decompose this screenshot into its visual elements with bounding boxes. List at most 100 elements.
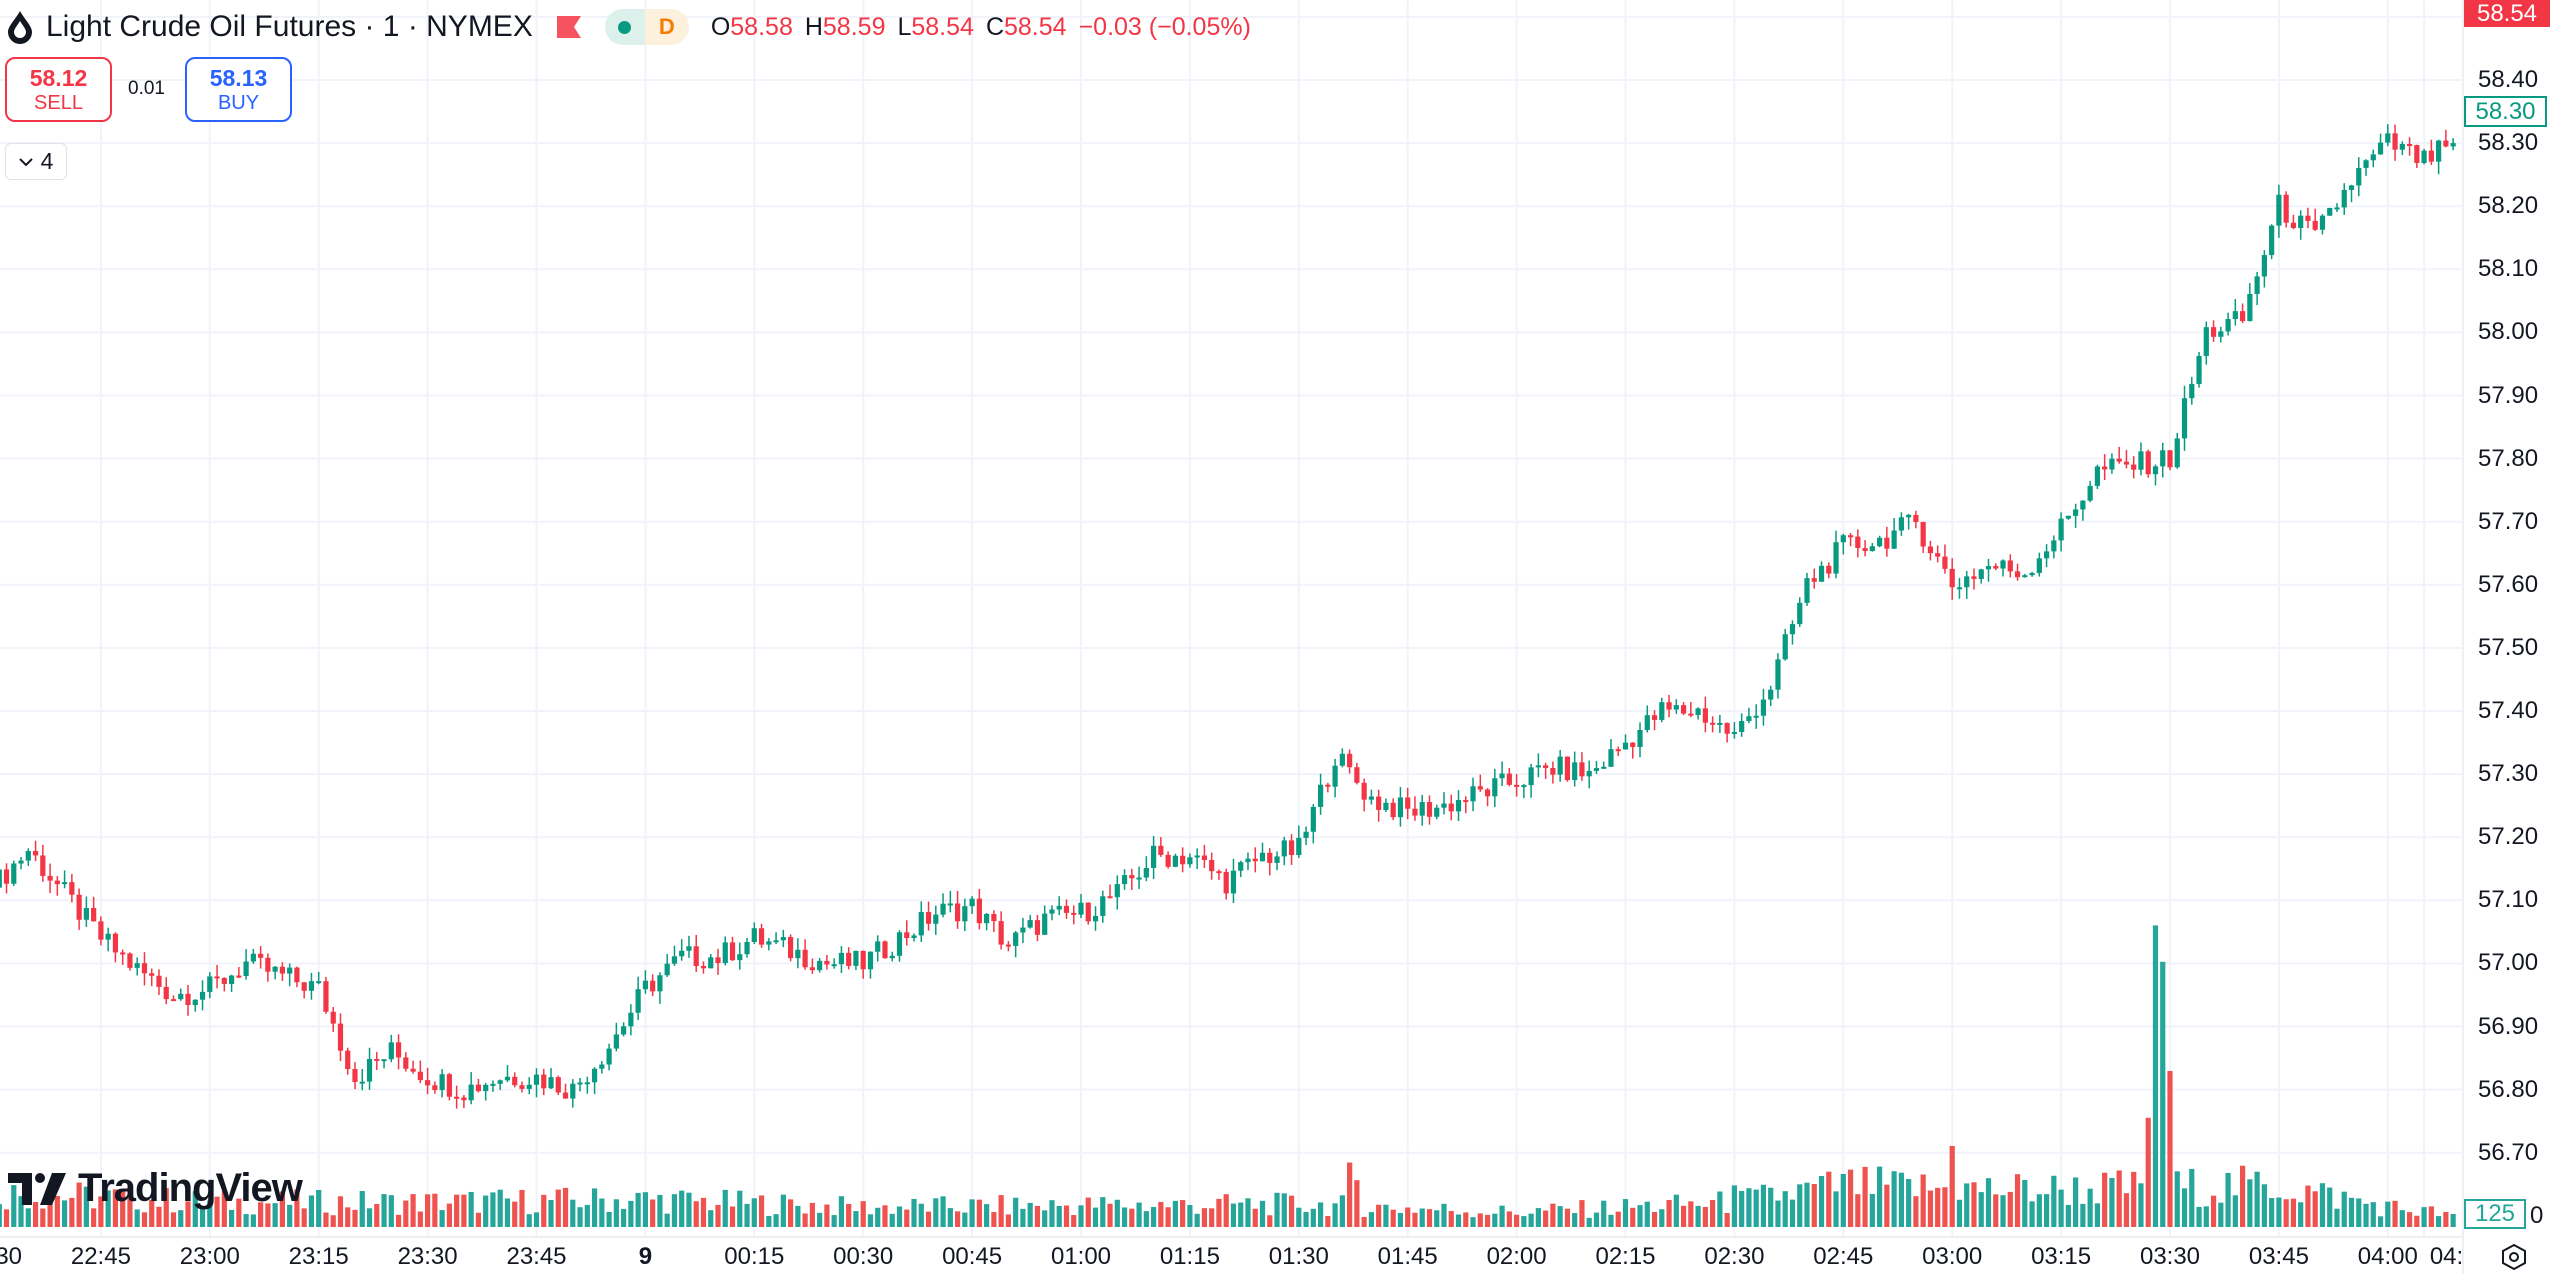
volume-bar: [192, 1191, 198, 1227]
time-tick-label: 03:45: [2248, 1243, 2309, 1270]
time-tick-label: 02:15: [1595, 1243, 1656, 1270]
candle-body: [1651, 715, 1658, 720]
candle-body: [199, 991, 206, 1000]
volume-bar: [1572, 1213, 1578, 1227]
time-tick-label: 23:15: [288, 1243, 349, 1270]
volume-bar: [1877, 1166, 1883, 1227]
candle-body: [2145, 451, 2151, 475]
flag-icon[interactable]: [556, 16, 581, 38]
volume-bar: [1477, 1213, 1483, 1227]
indicators-toggle-button[interactable]: 4: [5, 143, 67, 180]
candle-body: [2290, 222, 2297, 228]
candle-body: [817, 960, 823, 971]
volume-bar: [0, 1204, 2, 1227]
candle-body: [214, 976, 220, 979]
volume-bar: [1499, 1205, 1505, 1227]
candle-body: [1637, 729, 1643, 748]
volume-bar: [1361, 1216, 1367, 1227]
candle-body: [940, 903, 946, 915]
candle-body: [1993, 566, 1999, 569]
volume-bar: [359, 1191, 365, 1227]
volume-bar: [47, 1199, 53, 1227]
candle-body: [2007, 560, 2013, 572]
volume-bar: [395, 1214, 402, 1227]
candle-body: [2406, 143, 2413, 146]
volume-bar: [1731, 1185, 1737, 1227]
candle-body: [577, 1082, 583, 1085]
candle-body: [1855, 536, 1861, 549]
current-price-marker: 58.30: [2464, 96, 2547, 127]
volume-bar: [127, 1185, 133, 1227]
candle-body: [1506, 773, 1512, 785]
volume-bar: [1797, 1184, 1803, 1227]
volume-bar: [1209, 1208, 1215, 1227]
volume-zero-label: 0: [2530, 1202, 2544, 1229]
price-tick-label: 56.70: [2478, 1138, 2539, 1166]
candle-body: [2218, 331, 2224, 337]
symbol-title[interactable]: Light Crude Oil Futures · 1 · NYMEX: [46, 10, 533, 43]
volume-bar: [2312, 1191, 2318, 1227]
volume-bar: [1296, 1207, 1302, 1227]
volume-bar: [2428, 1206, 2434, 1227]
volume-bar: [795, 1205, 801, 1227]
close-label: C: [985, 12, 1004, 41]
candle-body: [1288, 840, 1295, 856]
tradingview-logo[interactable]: TradingView: [8, 1166, 303, 1211]
candle-body: [533, 1074, 540, 1085]
candle-body: [802, 949, 808, 968]
candle-body: [570, 1083, 576, 1099]
candle-body: [846, 952, 852, 966]
candle-body: [69, 882, 75, 895]
settings-hexagon-icon[interactable]: [2500, 1243, 2528, 1271]
candle-body: [1724, 722, 1730, 734]
chart-plot-area[interactable]: [0, 0, 2462, 1236]
volume-bar: [2370, 1202, 2376, 1227]
volume-bar: [2058, 1189, 2064, 1227]
market-status-pill[interactable]: D: [604, 9, 689, 45]
candle-body: [1528, 767, 1534, 786]
volume-bar: [780, 1194, 786, 1227]
candle-body: [2080, 500, 2086, 510]
delayed-badge: D: [644, 9, 689, 45]
candle-body: [1579, 762, 1585, 777]
volume-bar: [2319, 1183, 2326, 1227]
candle-body: [1071, 912, 1077, 915]
volume-bar: [214, 1196, 220, 1227]
volume-bar: [2167, 1071, 2173, 1227]
candle-body: [1405, 797, 1411, 809]
sell-button[interactable]: 58.12 SELL: [5, 57, 112, 122]
volume-bar: [2290, 1198, 2297, 1227]
candle-body: [650, 980, 656, 992]
candle-body: [2189, 383, 2195, 399]
volume-bar: [831, 1215, 837, 1227]
candle-body: [2210, 327, 2217, 337]
volume-bar: [2385, 1201, 2391, 1227]
volume-bar: [1884, 1184, 1890, 1227]
volume-bar: [1267, 1215, 1273, 1227]
candle-body: [1143, 867, 1149, 878]
volume-bar: [1666, 1200, 1672, 1227]
candle-body: [708, 957, 714, 969]
volume-bar: [1818, 1176, 1825, 1227]
high-label: H: [804, 12, 823, 41]
candle-body: [1550, 768, 1556, 775]
candle-body: [1434, 807, 1440, 817]
candle-body: [1245, 858, 1251, 863]
volume-bar: [940, 1196, 946, 1227]
candle-body: [1013, 932, 1019, 946]
candle-body: [32, 850, 39, 856]
buy-button[interactable]: 58.13 BUY: [185, 57, 292, 122]
volume-bar: [1129, 1208, 1135, 1227]
volume-bar: [1056, 1205, 1062, 1227]
volume-bar: [1993, 1194, 1999, 1227]
candle-body: [2283, 194, 2289, 223]
candle-body: [1768, 689, 1774, 700]
volume-bar: [2014, 1174, 2021, 1227]
candle-body: [1753, 715, 1759, 718]
volume-bar: [32, 1202, 39, 1227]
candle-body: [1942, 556, 1948, 569]
volume-bar: [439, 1210, 445, 1227]
volume-bar: [1397, 1212, 1404, 1227]
volume-bar: [3, 1209, 10, 1227]
volume-bar: [178, 1210, 184, 1227]
